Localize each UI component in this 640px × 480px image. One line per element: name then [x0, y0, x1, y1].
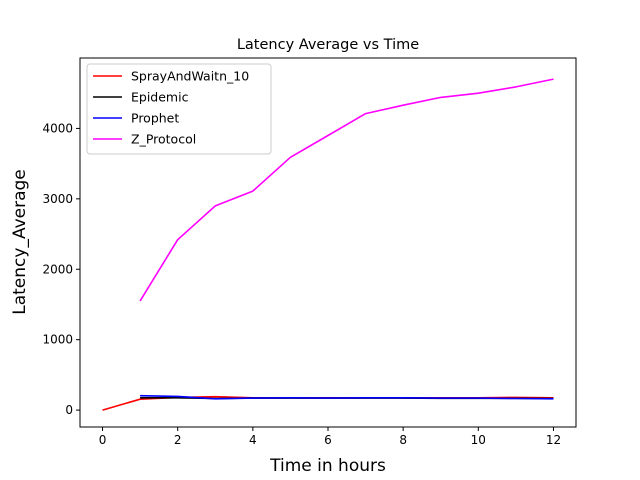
y-axis-label: Latency_Average: [10, 169, 30, 315]
chart-title: Latency Average vs Time: [237, 37, 419, 53]
legend-label: Z_Protocol: [131, 132, 196, 147]
legend-label: Prophet: [131, 111, 179, 126]
y-tick-label: 1000: [42, 333, 73, 347]
series-line: [139, 78, 554, 302]
series-line: [140, 394, 554, 400]
y-tick-label: 2000: [42, 262, 73, 276]
x-tick-label: 8: [399, 433, 407, 447]
legend-label: SprayAndWaitn_10: [131, 69, 249, 84]
x-axis: 0 2 4 6 8 10 12: [99, 427, 561, 447]
x-tick-label: 6: [324, 433, 332, 447]
legend: SprayAndWaitn_10 Epidemic Prophet Z_Protoco…: [86, 63, 272, 155]
series-layer: [102, 78, 554, 411]
x-tick-label: 2: [174, 433, 182, 447]
x-tick-label: 0: [99, 433, 107, 447]
x-tick-label: 10: [471, 433, 486, 447]
x-tick-label: 12: [546, 433, 561, 447]
x-tick-label: 4: [249, 433, 257, 447]
x-axis-label: Time in hours: [269, 456, 386, 476]
y-axis: 0 1000 2000 3000 4000: [42, 121, 80, 417]
y-tick-label: 3000: [42, 192, 73, 206]
legend-box: [86, 63, 272, 155]
y-tick-label: 4000: [42, 121, 73, 135]
y-tick-label: 0: [65, 403, 73, 417]
legend-label: Epidemic: [131, 90, 189, 105]
